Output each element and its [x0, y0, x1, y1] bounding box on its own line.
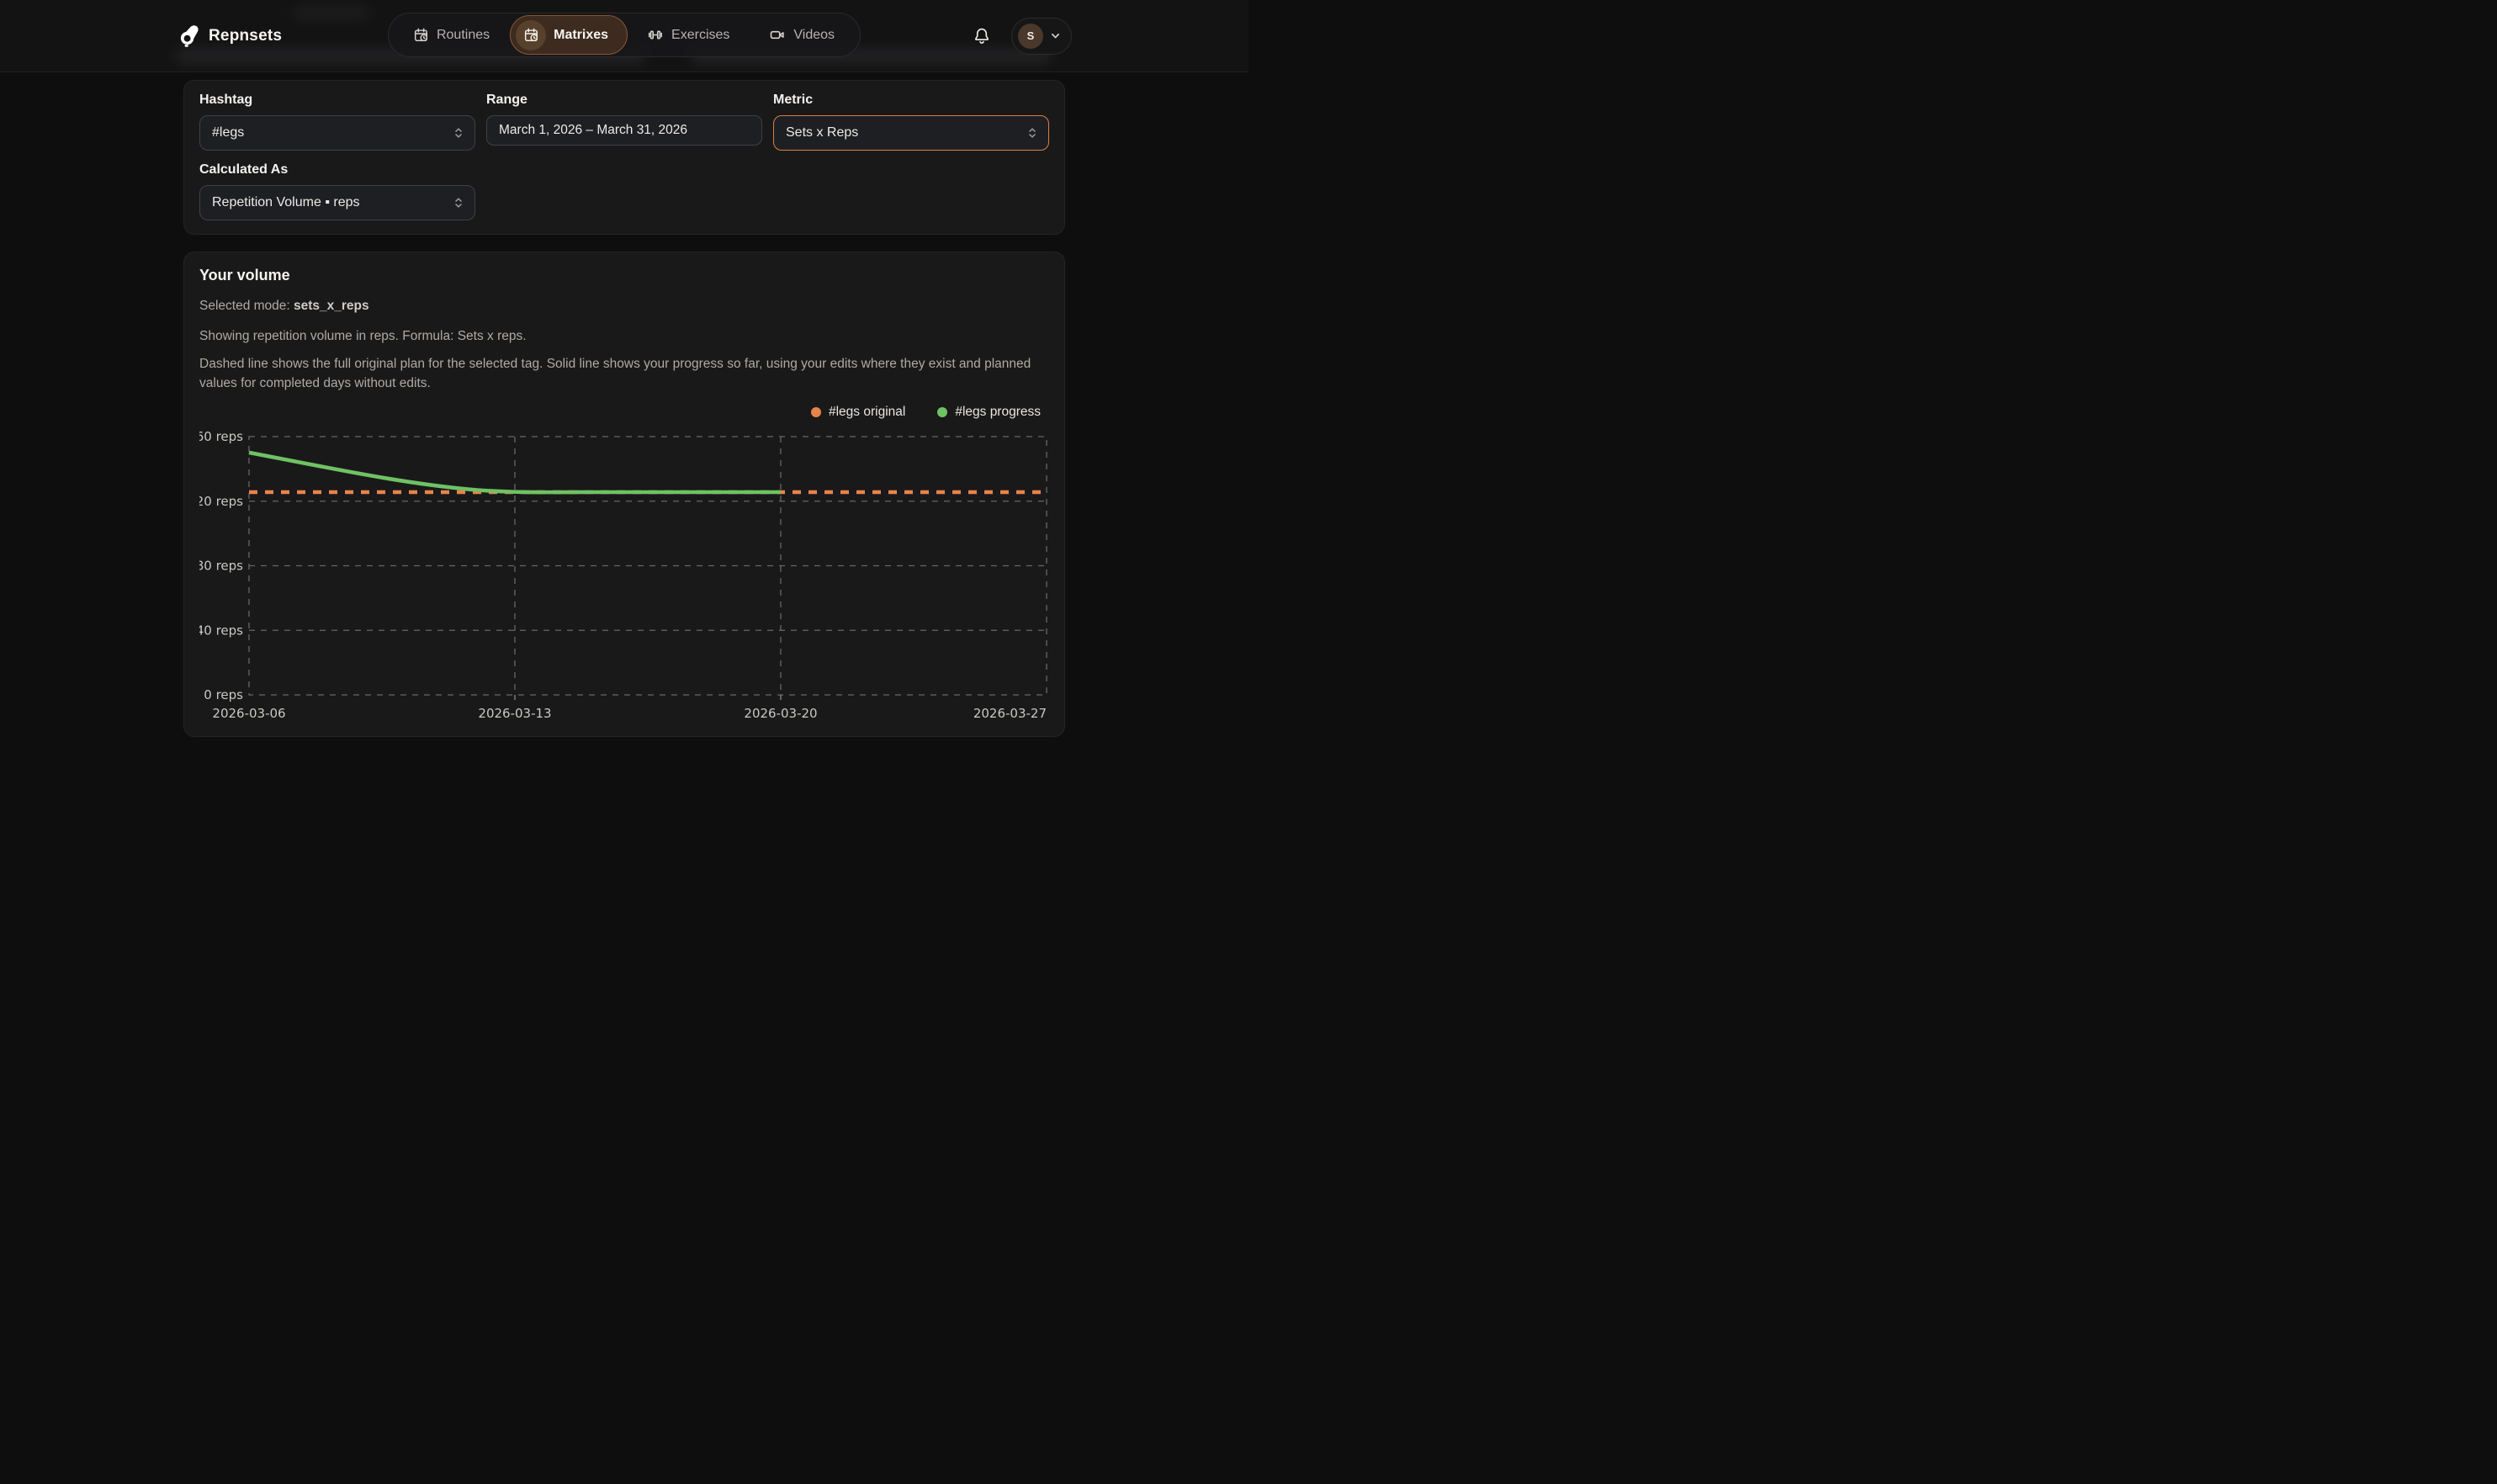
nav-item-routines[interactable]: Routines — [394, 13, 510, 56]
chart-description: Dashed line shows the full original plan… — [199, 355, 1049, 393]
nav-label: Videos — [793, 28, 835, 43]
x-tick: 2026-03-20 — [744, 706, 817, 721]
blurred-content-ghost — [293, 6, 370, 20]
top-header: Repnsets Routines — [0, 0, 1248, 72]
selected-mode-line: Selected mode: sets_x_reps — [199, 297, 1049, 315]
chart-title: Your volume — [199, 267, 1049, 284]
header-actions: S — [973, 18, 1072, 55]
hashtag-field: Hashtag #legs — [199, 93, 475, 151]
metric-value: Sets x Reps — [786, 125, 858, 140]
select-chevrons-icon — [453, 197, 464, 209]
range-input[interactable]: March 1, 2026 – March 31, 2026 — [486, 115, 762, 146]
nav-item-matrixes[interactable]: Matrixes — [510, 15, 628, 55]
range-field: Range March 1, 2026 – March 31, 2026 — [486, 93, 762, 151]
calendar-clock-icon — [524, 28, 538, 42]
hashtag-label: Hashtag — [199, 93, 475, 108]
x-tick: 2026-03-13 — [478, 706, 551, 721]
metric-field: Metric Sets x Reps — [773, 93, 1049, 151]
y-tick: 40 reps — [199, 623, 243, 638]
volume-card: Your volume Selected mode: sets_x_reps S… — [183, 252, 1065, 737]
chart-legend: #legs original #legs progress — [199, 405, 1049, 420]
range-label: Range — [486, 93, 762, 108]
metric-select[interactable]: Sets x Reps — [773, 115, 1049, 151]
y-axis-labels: 160 reps 120 reps 80 reps 40 reps 0 reps — [199, 429, 243, 702]
chevron-down-icon — [1050, 30, 1061, 41]
video-camera-icon — [770, 28, 785, 42]
x-tick: 2026-03-06 — [212, 706, 285, 721]
calculated-as-select[interactable]: Repetition Volume ▪ reps — [199, 185, 475, 220]
active-icon-circle — [516, 20, 546, 50]
selected-mode-label: Selected mode: — [199, 299, 294, 313]
calculated-as-value: Repetition Volume ▪ reps — [212, 195, 360, 210]
notifications-bell-icon[interactable] — [973, 27, 991, 45]
nav-label: Matrixes — [554, 28, 608, 43]
x-axis-labels: 2026-03-06 2026-03-13 2026-03-20 2026-03… — [212, 706, 1047, 721]
dumbbell-icon — [648, 28, 663, 42]
filters-card: Hashtag #legs Range March 1, 2026 – Marc… — [183, 80, 1065, 235]
legend-label-progress: #legs progress — [955, 405, 1041, 420]
vertical-gridlines — [515, 437, 781, 695]
legend-item-progress: #legs progress — [937, 405, 1041, 420]
nav-label: Exercises — [671, 28, 729, 43]
app-title: Repnsets — [209, 27, 282, 45]
selected-mode-value: sets_x_reps — [294, 299, 369, 313]
nav-item-videos[interactable]: Videos — [750, 13, 855, 56]
hashtag-value: #legs — [212, 125, 244, 140]
x-tick: 2026-03-27 — [973, 706, 1047, 721]
y-tick: 120 reps — [199, 494, 243, 509]
y-tick: 80 reps — [199, 559, 243, 574]
formula-line: Showing repetition volume in reps. Formu… — [199, 327, 1049, 345]
calculated-as-label: Calculated As — [199, 162, 475, 178]
avatar: S — [1018, 24, 1043, 49]
legend-dot-progress — [937, 407, 947, 417]
select-chevrons-icon — [453, 127, 464, 140]
volume-chart: 160 reps 120 reps 80 reps 40 reps 0 reps… — [199, 425, 1049, 728]
y-tick: 160 reps — [199, 429, 243, 444]
horizontal-gridlines — [249, 501, 1047, 631]
legend-dot-original — [811, 407, 821, 417]
select-chevrons-icon — [1026, 127, 1038, 140]
nav-label: Routines — [437, 28, 490, 43]
range-value: March 1, 2026 – March 31, 2026 — [499, 123, 687, 138]
whistle-logo-icon — [177, 24, 199, 47]
calculated-as-field: Calculated As Repetition Volume ▪ reps — [199, 162, 475, 220]
metric-label: Metric — [773, 93, 1049, 108]
nav-item-exercises[interactable]: Exercises — [628, 13, 750, 56]
y-tick: 0 reps — [204, 687, 243, 702]
main-nav: Routines Matrixes — [388, 13, 861, 57]
calendar-clock-icon — [414, 28, 428, 42]
hashtag-select[interactable]: #legs — [199, 115, 475, 151]
legend-label-original: #legs original — [829, 405, 905, 420]
user-menu[interactable]: S — [1011, 18, 1072, 55]
brand[interactable]: Repnsets — [177, 24, 282, 47]
x-axis-ticks — [515, 695, 781, 700]
legend-item-original: #legs original — [811, 405, 905, 420]
